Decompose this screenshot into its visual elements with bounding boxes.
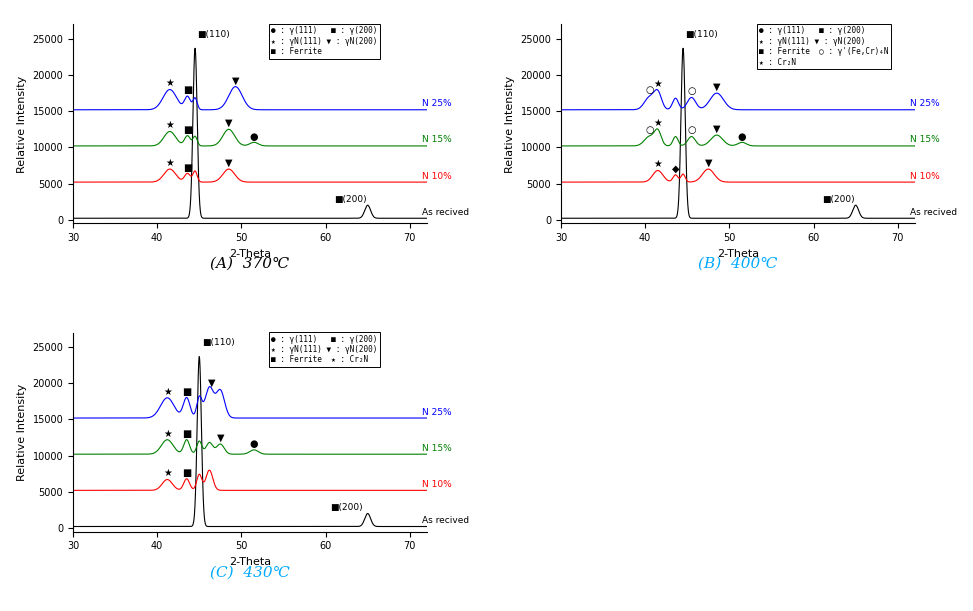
X-axis label: 2-Theta: 2-Theta — [229, 249, 270, 258]
Text: ■: ■ — [183, 125, 192, 135]
Text: N 15%: N 15% — [422, 136, 452, 144]
Text: ▼: ▼ — [713, 82, 720, 92]
Text: ■(110): ■(110) — [198, 30, 231, 39]
Text: ▼: ▼ — [713, 124, 720, 134]
Text: ■(200): ■(200) — [330, 503, 362, 512]
Text: ★: ★ — [654, 118, 663, 128]
X-axis label: 2-Theta: 2-Theta — [229, 557, 270, 567]
Text: (A)  370℃: (A) 370℃ — [210, 257, 289, 271]
Text: ★: ★ — [165, 78, 174, 89]
Text: ■(200): ■(200) — [822, 195, 854, 204]
Text: N 15%: N 15% — [911, 136, 940, 144]
Text: N 10%: N 10% — [911, 172, 940, 181]
Text: ◆: ◆ — [671, 164, 679, 174]
Text: ○: ○ — [687, 125, 696, 136]
Y-axis label: Relative Intensity: Relative Intensity — [17, 75, 27, 172]
Text: ★: ★ — [162, 469, 171, 478]
Y-axis label: Relative Intensity: Relative Intensity — [17, 384, 27, 481]
Text: (B)  400℃: (B) 400℃ — [699, 257, 777, 271]
Text: N 25%: N 25% — [422, 100, 452, 108]
Text: ■: ■ — [183, 163, 192, 172]
Text: ▼: ▼ — [704, 158, 712, 168]
Text: ★: ★ — [165, 158, 174, 168]
Text: ●: ● — [250, 131, 258, 142]
Text: ■(110): ■(110) — [686, 30, 718, 39]
Text: ● : γ(111)   ■ : γ(200)
★ : γN(111) ▼ : γN(200)
■ : Ferrite  ○ : γ'(Fe,Cr)₄N
★ :: ● : γ(111) ■ : γ(200) ★ : γN(111) ▼ : γN… — [759, 26, 888, 67]
Text: ▼: ▼ — [208, 378, 216, 388]
Text: N 25%: N 25% — [422, 408, 452, 417]
Text: (C)  430℃: (C) 430℃ — [210, 565, 290, 579]
Y-axis label: Relative Intensity: Relative Intensity — [505, 75, 515, 172]
Text: ○: ○ — [687, 86, 696, 97]
Text: N 10%: N 10% — [422, 480, 452, 489]
Text: ★: ★ — [162, 387, 171, 397]
Text: ▼: ▼ — [217, 433, 224, 443]
Text: ●: ● — [738, 131, 746, 142]
Text: ●: ● — [250, 439, 258, 449]
Text: ■: ■ — [182, 387, 192, 397]
Text: ○: ○ — [645, 125, 654, 135]
Text: ■(200): ■(200) — [334, 195, 367, 204]
Text: N 10%: N 10% — [422, 172, 452, 181]
Text: As recived: As recived — [422, 208, 470, 217]
Text: ■: ■ — [182, 429, 192, 439]
Text: ■(110): ■(110) — [201, 338, 234, 347]
Text: ★: ★ — [162, 429, 171, 439]
Text: ○: ○ — [645, 85, 654, 95]
Text: ▼: ▼ — [225, 158, 233, 168]
X-axis label: 2-Theta: 2-Theta — [717, 249, 759, 258]
Text: ● : γ(111)   ■ : γ(200)
★ : γN(111) ▼ : γN(200)
■ : Ferrite  ★ : Cr₂N: ● : γ(111) ■ : γ(200) ★ : γN(111) ▼ : γN… — [271, 335, 378, 365]
Text: ▼: ▼ — [232, 76, 239, 86]
Text: ● : γ(111)   ■ : γ(200)
★ : γN(111) ▼ : γN(200)
■ : Ferrite: ● : γ(111) ■ : γ(200) ★ : γN(111) ▼ : γN… — [271, 26, 378, 56]
Text: ▼: ▼ — [225, 118, 233, 128]
Text: As recived: As recived — [422, 516, 470, 525]
Text: As recived: As recived — [911, 208, 957, 217]
Text: N 25%: N 25% — [911, 100, 940, 108]
Text: ★: ★ — [165, 120, 174, 130]
Text: N 15%: N 15% — [422, 444, 452, 453]
Text: ★: ★ — [654, 159, 663, 169]
Text: ■: ■ — [183, 86, 192, 95]
Text: ★: ★ — [654, 79, 663, 89]
Text: ■: ■ — [182, 468, 192, 478]
